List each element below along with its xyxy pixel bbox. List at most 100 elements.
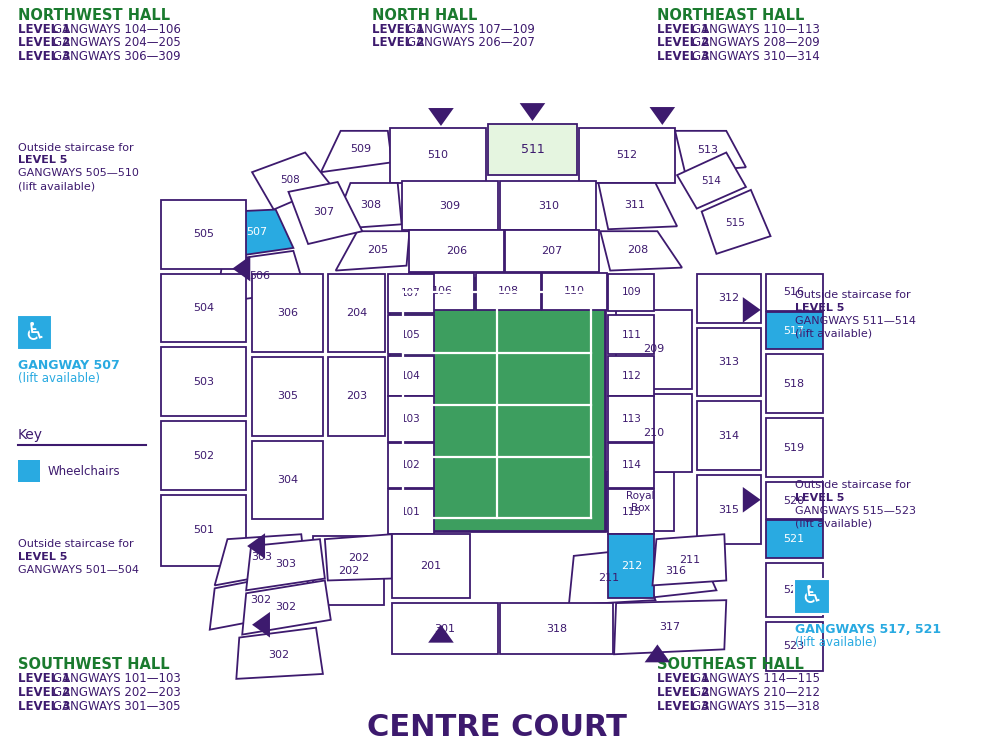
Polygon shape	[252, 612, 270, 637]
Text: LEVEL 3: LEVEL 3	[18, 50, 74, 63]
Text: 318: 318	[546, 624, 567, 633]
Text: CENTRE COURT: CENTRE COURT	[367, 713, 627, 743]
Text: GANGWAYS 301—305: GANGWAYS 301—305	[53, 699, 180, 713]
Text: GANGWAYS 315—318: GANGWAYS 315—318	[692, 699, 820, 713]
Text: 114: 114	[621, 460, 641, 471]
Text: GANGWAYS 517, 521: GANGWAYS 517, 521	[795, 623, 941, 636]
Bar	[608, 397, 654, 441]
Text: 523: 523	[783, 642, 805, 651]
Text: 203: 203	[346, 391, 367, 401]
Polygon shape	[246, 539, 325, 590]
Text: 303: 303	[275, 559, 296, 568]
Polygon shape	[614, 600, 726, 654]
Polygon shape	[429, 108, 454, 126]
Text: GANGWAYS 204—205: GANGWAYS 204—205	[53, 37, 181, 49]
Bar	[765, 354, 823, 413]
Text: NORTH HALL: NORTH HALL	[372, 8, 478, 23]
Bar	[765, 273, 823, 311]
Text: Outside staircase for: Outside staircase for	[18, 539, 134, 549]
Polygon shape	[233, 255, 251, 282]
Text: 501: 501	[193, 525, 214, 536]
Polygon shape	[600, 232, 682, 270]
Text: 315: 315	[718, 505, 739, 515]
Text: 207: 207	[541, 246, 562, 256]
Text: Key: Key	[18, 428, 43, 442]
Bar	[696, 273, 760, 323]
FancyBboxPatch shape	[17, 314, 52, 350]
Polygon shape	[675, 131, 746, 172]
Text: 509: 509	[350, 144, 371, 154]
Text: 511: 511	[520, 143, 544, 156]
Text: 201: 201	[421, 561, 442, 571]
Bar	[388, 273, 435, 313]
Text: LEVEL 1: LEVEL 1	[657, 672, 714, 685]
Bar	[765, 482, 823, 519]
Polygon shape	[677, 152, 746, 208]
Text: GANGWAYS 511—514: GANGWAYS 511—514	[795, 316, 916, 326]
Text: 204: 204	[346, 308, 367, 318]
Bar	[765, 622, 823, 671]
Text: ♿: ♿	[800, 584, 823, 608]
Text: 302: 302	[250, 595, 272, 604]
Text: 109: 109	[621, 287, 641, 297]
Text: SOUTHWEST HALL: SOUTHWEST HALL	[18, 657, 170, 672]
Bar	[389, 279, 605, 531]
Polygon shape	[743, 487, 760, 512]
Text: 206: 206	[447, 246, 468, 256]
Text: 517: 517	[783, 326, 805, 335]
Bar	[252, 357, 323, 436]
Text: (lift available): (lift available)	[18, 181, 95, 191]
Text: LEVEL 2: LEVEL 2	[372, 37, 429, 49]
Bar	[500, 181, 596, 230]
Polygon shape	[743, 297, 760, 323]
Text: 205: 205	[367, 245, 388, 255]
Bar	[161, 495, 246, 565]
Bar	[313, 536, 384, 605]
Text: 102: 102	[401, 460, 421, 471]
Bar	[608, 356, 654, 395]
Text: 208: 208	[626, 245, 648, 255]
Text: SOUTHEAST HALL: SOUTHEAST HALL	[657, 657, 804, 672]
Polygon shape	[644, 645, 670, 663]
Text: LEVEL 5: LEVEL 5	[18, 155, 67, 165]
Bar	[402, 181, 499, 230]
Polygon shape	[217, 251, 305, 303]
Text: ♿: ♿	[23, 320, 46, 344]
Polygon shape	[649, 107, 675, 125]
Polygon shape	[568, 549, 655, 605]
Text: (lift available): (lift available)	[18, 372, 100, 385]
Bar	[489, 124, 576, 175]
Text: LEVEL 3: LEVEL 3	[657, 699, 714, 713]
Text: 503: 503	[193, 376, 214, 387]
Bar	[608, 534, 654, 598]
Text: 103: 103	[401, 414, 421, 424]
Bar	[607, 472, 625, 531]
Bar	[161, 273, 246, 342]
Polygon shape	[215, 534, 305, 586]
Text: 209: 209	[643, 344, 664, 354]
Text: 211: 211	[679, 555, 700, 565]
Text: 310: 310	[537, 201, 558, 211]
Bar	[161, 347, 246, 416]
Text: 312: 312	[718, 293, 739, 303]
Polygon shape	[598, 183, 677, 229]
Bar	[616, 310, 692, 388]
Text: GANGWAYS 306—309: GANGWAYS 306—309	[53, 50, 180, 63]
Text: GANGWAYS 210—212: GANGWAYS 210—212	[692, 686, 820, 698]
Text: NORTHEAST HALL: NORTHEAST HALL	[657, 8, 805, 23]
Text: 512: 512	[616, 150, 637, 161]
Bar	[608, 443, 654, 488]
Polygon shape	[321, 131, 392, 172]
Bar	[161, 199, 246, 269]
Text: LEVEL 1: LEVEL 1	[657, 22, 714, 36]
Text: Royal
Box: Royal Box	[626, 491, 655, 512]
Text: 308: 308	[360, 200, 382, 210]
Text: (lift available): (lift available)	[795, 518, 872, 528]
Text: 313: 313	[718, 357, 739, 367]
Text: GANGWAYS 208—209: GANGWAYS 208—209	[692, 37, 820, 49]
Text: 104: 104	[401, 371, 421, 381]
Text: GANGWAYS 310—314: GANGWAYS 310—314	[692, 50, 820, 63]
Bar	[578, 128, 675, 183]
Bar	[388, 356, 435, 395]
Text: GANGWAYS 101—103: GANGWAYS 101—103	[53, 672, 181, 685]
